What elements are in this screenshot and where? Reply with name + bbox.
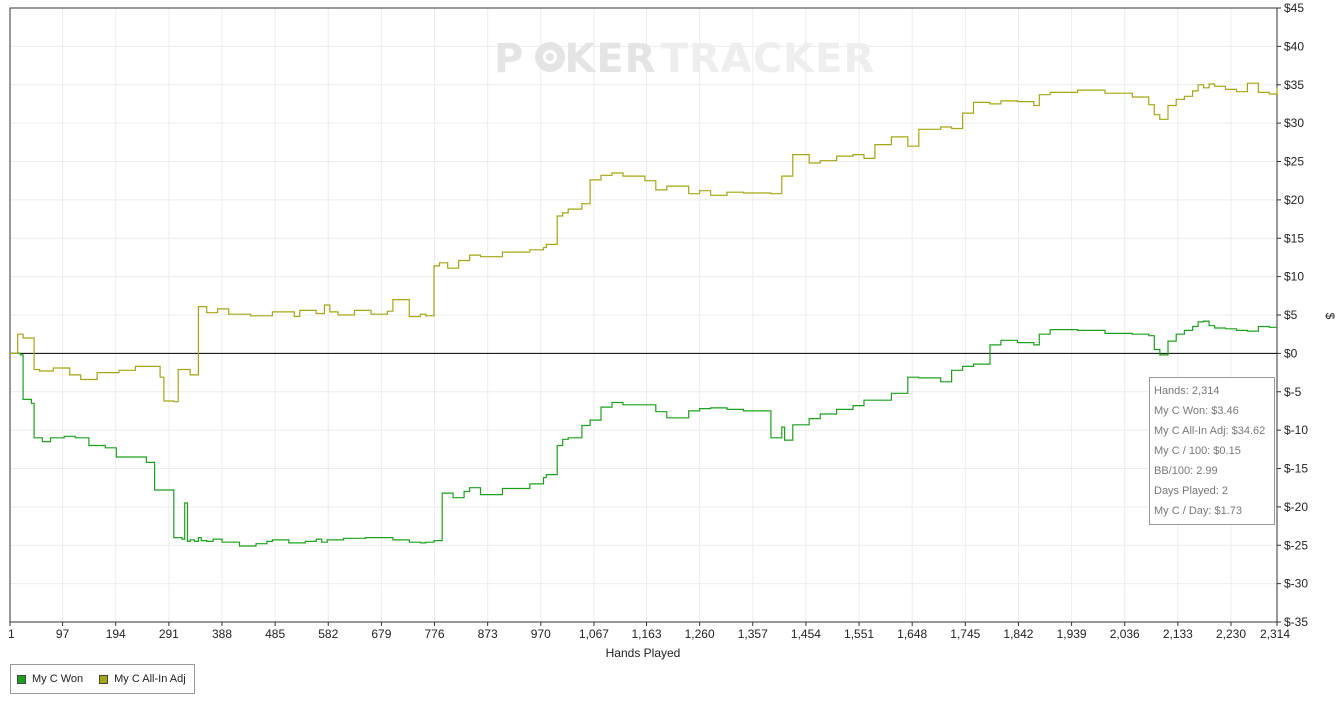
tooltip-won: My C Won: $3.46 (1154, 405, 1239, 417)
y-tick-label: $-5 (1284, 385, 1302, 399)
tooltip-bb-100: BB/100: 2.99 (1154, 465, 1218, 477)
x-tick-label: 97 (56, 627, 70, 641)
legend-item-won[interactable]: My C Won (17, 673, 83, 685)
x-tick-label: 1,163 (631, 627, 661, 641)
y-tick-label: $-10 (1284, 423, 1308, 437)
y-tick-label: $-20 (1284, 500, 1308, 514)
y-tick-label: $40 (1284, 39, 1304, 53)
y-tick-label: $-25 (1284, 538, 1308, 552)
x-tick-label: 2,314 (1260, 627, 1290, 641)
x-tick-label: 1,842 (1003, 627, 1033, 641)
x-tick-label: 1,454 (791, 627, 821, 641)
grid-lines (9, 7, 1278, 623)
x-tick-label: 1,260 (685, 627, 715, 641)
tooltip-per-day: My C / Day: $1.73 (1154, 505, 1243, 517)
x-tick-label: 1,357 (738, 627, 768, 641)
x-tick-label: 485 (265, 627, 285, 641)
legend-swatch-allin-adj (99, 674, 109, 684)
watermark-text-p: P (494, 36, 524, 82)
y-tick-label: $-30 (1284, 577, 1308, 591)
poker-chip-icon (535, 42, 565, 72)
y-tick-label: $5 (1284, 308, 1298, 322)
legend-label-allin-adj: My C All-In Adj (114, 673, 186, 685)
x-tick-label: 291 (159, 627, 179, 641)
y-tick-label: $10 (1284, 270, 1304, 284)
legend-swatch-won (17, 674, 26, 684)
y-tick-label: $25 (1284, 155, 1304, 169)
y-axis-title: $ (1323, 313, 1337, 320)
y-tick-label: $20 (1284, 193, 1304, 207)
x-tick-label: 776 (425, 627, 445, 641)
x-tick-label: 388 (212, 627, 232, 641)
y-axis-ticks: $45 $40 $35 $30 $25 $20 $15 $10 $5 $0 $-5 $-10 $-15 $… (1277, 1, 1308, 629)
x-tick-label: 1,745 (950, 627, 980, 641)
x-tick-label: 1,551 (844, 627, 874, 641)
y-tick-label: $-15 (1284, 462, 1308, 476)
y-tick-label: $-35 (1284, 615, 1308, 629)
x-axis-title: Hands Played (606, 646, 681, 660)
x-tick-label: 194 (106, 627, 126, 641)
x-axis-ticks: 1 97 194 291 388 485 582 679 776 873 970 1,067 1,163… (8, 622, 1290, 641)
y-tick-label: $30 (1284, 116, 1304, 130)
x-tick-label: 582 (318, 627, 338, 641)
legend-label-won: My C Won (32, 673, 84, 685)
x-tick-label: 2,036 (1110, 627, 1140, 641)
tooltip-hands: Hands: 2,314 (1154, 385, 1220, 397)
y-tick-label: $45 (1284, 1, 1304, 15)
y-tick-label: $0 (1284, 346, 1298, 360)
hover-tooltip: Hands: 2,314 My C Won: $3.46 My C All-In… (1149, 377, 1275, 525)
watermark-text-ker: KER (564, 36, 654, 82)
x-tick-label: 873 (478, 627, 498, 641)
watermark-text-tracker: TRACKER (661, 36, 876, 82)
x-tick-label: 1,067 (579, 627, 609, 641)
legend-item-allin-adj[interactable]: My C All-In Adj (99, 673, 186, 685)
series-lines (10, 82, 1278, 547)
x-tick-label: 2,230 (1216, 627, 1246, 641)
x-tick-label: 1,648 (897, 627, 927, 641)
chart-legend: My C Won My C All-In Adj (10, 664, 195, 694)
tooltip-per-100: My C / 100: $0.15 (1154, 445, 1241, 457)
tooltip-allin-adj: My C All-In Adj: $34.62 (1154, 425, 1266, 437)
x-tick-label: 2,133 (1163, 627, 1193, 641)
x-tick-label: 1 (8, 627, 15, 641)
x-tick-label: 679 (371, 627, 391, 641)
y-tick-label: $15 (1284, 231, 1304, 245)
watermark: P KER TRACKER (494, 36, 875, 82)
tooltip-days-played: Days Played: 2 (1154, 485, 1228, 497)
series-line-allin-adj (10, 82, 1278, 403)
y-tick-label: $35 (1284, 78, 1304, 92)
x-tick-label: 1,939 (1057, 627, 1087, 641)
x-tick-label: 970 (531, 627, 551, 641)
series-line-won (10, 320, 1278, 547)
